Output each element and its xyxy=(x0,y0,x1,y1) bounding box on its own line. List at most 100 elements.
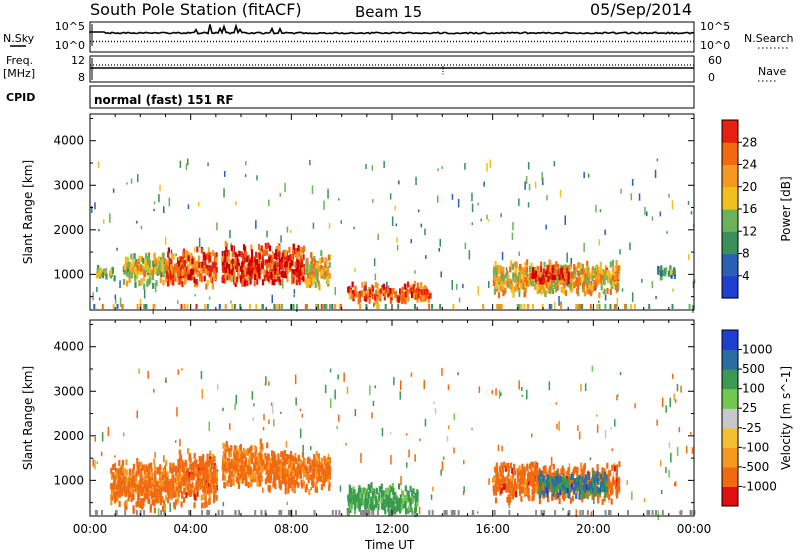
near-range-echo xyxy=(604,510,607,515)
echo-cell-4 xyxy=(310,269,314,276)
echo-cell-6 xyxy=(513,276,516,283)
echo-cell-1 xyxy=(198,456,201,462)
echo-cell-2 xyxy=(172,279,175,286)
echo-cell-3 xyxy=(252,262,255,268)
echo-cell-0 xyxy=(115,474,119,481)
echo-cell-2 xyxy=(170,264,173,271)
velocity-colorbar-frame xyxy=(721,329,739,507)
echo-cell-1 xyxy=(188,471,191,478)
echo-cell-0 xyxy=(154,487,157,494)
echo-cell-1 xyxy=(130,272,133,279)
echo-cell-2 xyxy=(171,252,174,259)
echo-cell-1 xyxy=(131,267,135,274)
echo-cell-6 xyxy=(522,274,525,281)
near-range-echo xyxy=(527,304,530,309)
scatter-echo xyxy=(631,491,633,501)
echo-cell-5 xyxy=(508,482,511,489)
velocity-colorbar-segment xyxy=(722,486,738,507)
echo-cell-3 xyxy=(243,280,246,287)
scatter-echo xyxy=(98,229,100,232)
echo-cell-0 xyxy=(140,468,143,475)
echo-cell-2 xyxy=(259,479,262,486)
echo-cell-3 xyxy=(315,470,318,477)
echo-cell-3 xyxy=(283,478,286,485)
echo-cell-5 xyxy=(518,465,521,472)
echo-cell-2 xyxy=(260,467,263,473)
echo-cell-6 xyxy=(580,268,584,275)
echo-cell-2 xyxy=(229,463,233,470)
echo-cell-5 xyxy=(419,295,422,302)
echo-cell-0 xyxy=(164,486,167,493)
echo-cell-0 xyxy=(148,498,151,505)
echo-cell-6 xyxy=(502,290,505,297)
scatter-echo xyxy=(264,383,267,386)
echo-cell-4 xyxy=(404,503,407,510)
power-colorbar-tick-label: 20 xyxy=(742,180,757,194)
echo-cell-1 xyxy=(204,498,207,505)
echo-cell-2 xyxy=(209,271,212,278)
echo-cell-5 xyxy=(519,479,522,486)
echo-cell-3 xyxy=(296,260,299,267)
power-colorbar-tick-label: 4 xyxy=(742,269,750,283)
echo-cell-5 xyxy=(545,471,548,478)
echo-cell-8 xyxy=(669,265,672,272)
scatter-echo xyxy=(644,207,646,216)
echo-cell-5 xyxy=(591,494,594,500)
echo-cell-5 xyxy=(610,498,613,505)
echo-cell-0 xyxy=(155,480,158,487)
echo-cell-6 xyxy=(561,477,564,484)
near-range-echo xyxy=(376,510,379,515)
echo-cell-4 xyxy=(359,492,362,499)
echo-cell-1 xyxy=(185,473,188,480)
echo-cell-6 xyxy=(575,476,579,483)
echo-cell-5 xyxy=(512,488,515,495)
scatter-echo xyxy=(130,178,133,184)
echo-cell-3 xyxy=(310,464,313,471)
scatter-echo xyxy=(562,508,564,511)
echo-cell-2 xyxy=(246,464,249,471)
echo-cell-6 xyxy=(558,482,561,489)
near-range-echo xyxy=(607,510,610,515)
echo-cell-3 xyxy=(302,463,305,469)
scatter-echo xyxy=(415,176,417,186)
echo-cell-0 xyxy=(154,490,157,497)
echo-cell-5 xyxy=(545,491,548,498)
echo-cell-3 xyxy=(285,261,288,268)
echo-cell-3 xyxy=(263,249,266,256)
near-range-echo xyxy=(292,304,295,309)
scatter-echo xyxy=(222,502,225,507)
echo-cell-3 xyxy=(274,263,277,270)
echo-cell-6 xyxy=(554,480,557,487)
echo-cell-5 xyxy=(423,289,426,295)
echo-cell-4 xyxy=(320,269,323,276)
echo-cell-0 xyxy=(161,496,164,503)
echo-cell-4 xyxy=(371,508,374,515)
echo-cell-6 xyxy=(551,479,554,485)
echo-cell-2 xyxy=(262,464,265,471)
echo-cell-5 xyxy=(576,470,579,477)
scatter-echo xyxy=(599,209,602,213)
echo-cell-3 xyxy=(249,278,252,285)
echo-cell-5 xyxy=(572,468,575,475)
echo-cell-6 xyxy=(603,486,606,492)
echo-cell-6 xyxy=(579,276,582,283)
echo-cell-2 xyxy=(264,463,267,470)
echo-cell-3 xyxy=(293,486,296,493)
scatter-echo xyxy=(500,392,502,396)
echo-cell-0 xyxy=(121,490,124,497)
echo-cell-5 xyxy=(595,490,598,497)
echo-cell-1 xyxy=(181,462,184,469)
echo-cell-4 xyxy=(411,489,414,496)
echo-cell-3 xyxy=(308,458,311,465)
echo-cell-6 xyxy=(606,287,609,294)
echo-cell-1 xyxy=(129,263,132,270)
echo-cell-2 xyxy=(169,277,172,284)
scatter-echo xyxy=(631,292,634,302)
echo-cell-6 xyxy=(502,266,505,273)
echo-cell-5 xyxy=(500,462,503,469)
scatter-echo xyxy=(582,264,584,271)
scatter-echo xyxy=(371,412,373,419)
echo-cell-1 xyxy=(162,279,165,286)
scatter-echo xyxy=(673,482,676,487)
echo-cell-3 xyxy=(267,454,270,461)
